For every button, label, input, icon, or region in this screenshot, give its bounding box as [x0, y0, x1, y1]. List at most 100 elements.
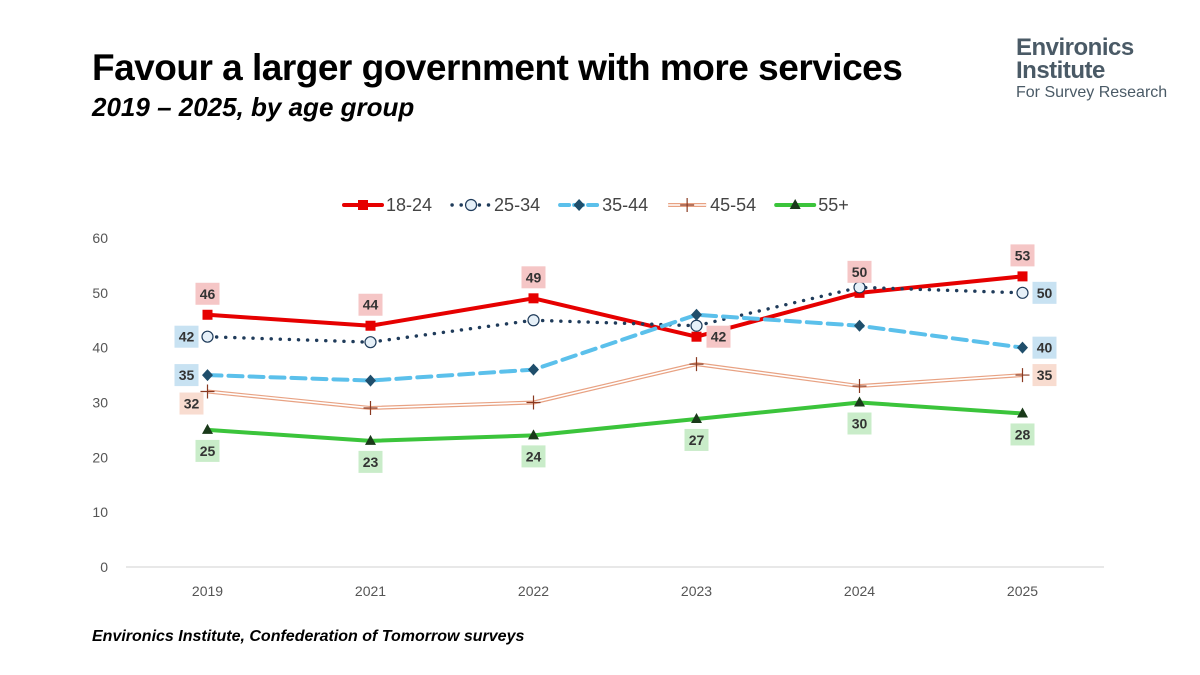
data-label-bg-18-24-2022	[521, 266, 546, 289]
marker-45-54-2022	[526, 395, 541, 410]
data-label-55plus-2025: 28	[1015, 426, 1031, 442]
data-label-35-44-2019: 35	[179, 367, 195, 383]
marker-18-24-2025	[1017, 271, 1028, 282]
marker-55plus-2024	[854, 396, 865, 407]
marker-25-34-2022	[527, 314, 540, 327]
series-line-35-44	[205, 312, 1025, 383]
marker-35-44-2022	[528, 363, 539, 376]
data-label-55plus-2024: 30	[852, 416, 868, 432]
data-label-45-54-2025: 35	[1037, 367, 1053, 383]
marker-25-34-2025	[1016, 286, 1029, 299]
marker-55plus-2023	[691, 412, 702, 423]
data-label-18-24-2025: 53	[1015, 247, 1031, 263]
data-label-18-24-2023: 42	[711, 329, 727, 345]
marker-18-24-2019	[202, 309, 213, 320]
source-note: Environics Institute, Confederation of T…	[92, 628, 525, 645]
data-label-bg-18-24-2021	[358, 293, 383, 316]
series-line-45-54-inner	[207, 363, 1023, 409]
data-label-bg-55plus-2023	[684, 428, 709, 451]
y-tick-label-0: 0	[100, 559, 108, 575]
legend-45-54-label: 45-54	[710, 195, 756, 215]
chart-title: Favour a larger government with more ser…	[92, 47, 903, 88]
environics-logo: Environics Institute For Survey Research	[1016, 36, 1167, 101]
x-tick-label-2021: 2021	[355, 583, 386, 599]
data-label-25-34-2025: 50	[1037, 285, 1053, 301]
y-tick-label-40: 40	[92, 340, 108, 356]
marker-55plus-2025	[1017, 407, 1028, 418]
legend-55plus-label: 55+	[818, 195, 849, 215]
chart-subtitle: 2019 – 2025, by age group	[92, 92, 415, 122]
data-label-bg-55plus-2021	[358, 450, 383, 473]
data-label-bg-25-34-2025	[1032, 281, 1057, 304]
marker-45-54-2019	[200, 384, 215, 399]
marker-18-24-2022	[528, 293, 539, 304]
data-label-bg-18-24-2024	[847, 260, 872, 283]
marker-35-44-2025	[1017, 341, 1028, 354]
y-tick-label-20: 20	[92, 449, 108, 465]
data-label-bg-45-54-2019	[179, 392, 204, 415]
marker-35-44-2023	[691, 308, 702, 321]
data-label-bg-55plus-2025	[1010, 423, 1035, 446]
y-tick-label-50: 50	[92, 285, 108, 301]
y-tick-label-30: 30	[92, 395, 108, 411]
data-label-55plus-2019: 25	[200, 443, 216, 459]
marker-25-34-2019	[201, 330, 214, 343]
x-tick-label-2019: 2019	[192, 583, 223, 599]
legend-25-34-label: 25-34	[494, 195, 540, 215]
logo-line-3: For Survey Research	[1016, 84, 1168, 101]
data-label-55plus-2023: 27	[689, 432, 705, 448]
data-label-18-24-2021: 44	[363, 297, 379, 313]
legend-55plus-marker	[789, 199, 801, 209]
marker-55plus-2021	[365, 434, 376, 445]
legend-25-34-marker	[464, 198, 478, 212]
marker-45-54-2021	[363, 400, 378, 415]
logo-line-2: Institute	[1016, 57, 1105, 84]
data-label-18-24-2022: 49	[526, 269, 542, 285]
marker-35-44-2019	[202, 369, 213, 382]
data-label-bg-18-24-2023	[706, 325, 731, 348]
data-label-35-44-2025: 40	[1037, 340, 1053, 356]
data-label-45-54-2019: 32	[184, 396, 200, 412]
marker-25-34-2021	[364, 336, 377, 349]
data-label-bg-55plus-2024	[847, 412, 872, 435]
data-label-bg-25-34-2019	[174, 325, 199, 348]
series-line-45-54	[207, 362, 1023, 410]
legend-45-54-marker	[680, 198, 695, 212]
x-tick-label-2025: 2025	[1007, 583, 1038, 599]
data-label-18-24-2024: 50	[852, 264, 868, 280]
legend-35-44-marker	[573, 199, 585, 211]
x-tick-label-2022: 2022	[518, 583, 549, 599]
marker-45-54-2023	[689, 357, 704, 372]
series-line-18-24	[205, 274, 1025, 339]
marker-25-34-2023	[690, 319, 703, 332]
marker-18-24-2023	[691, 331, 702, 342]
marker-45-54-2025	[1015, 368, 1030, 383]
marker-35-44-2024	[854, 319, 865, 332]
marker-55plus-2019	[202, 423, 213, 434]
data-label-25-34-2019: 42	[179, 329, 195, 345]
legend-35-44-label: 35-44	[602, 195, 648, 215]
marker-45-54-2024	[852, 379, 867, 394]
data-label-bg-45-54-2025	[1032, 364, 1057, 387]
data-label-55plus-2022: 24	[526, 448, 542, 464]
x-tick-label-2024: 2024	[844, 583, 875, 599]
legend-18-24-label: 18-24	[386, 195, 432, 215]
y-tick-label-60: 60	[92, 230, 108, 246]
data-label-bg-55plus-2022	[521, 445, 546, 468]
data-label-55plus-2021: 23	[363, 454, 379, 470]
marker-55plus-2022	[528, 429, 539, 440]
x-tick-label-2023: 2023	[681, 583, 712, 599]
legend-18-24-marker	[358, 200, 368, 210]
data-label-bg-18-24-2025	[1010, 244, 1035, 267]
data-label-bg-55plus-2019	[195, 439, 220, 462]
marker-35-44-2021	[365, 374, 376, 387]
data-label-bg-18-24-2019	[195, 282, 220, 305]
series-line-25-34	[205, 285, 1025, 344]
y-tick-label-10: 10	[92, 504, 108, 520]
logo-line-1: Environics	[1016, 34, 1134, 61]
marker-18-24-2021	[365, 320, 376, 331]
data-label-bg-35-44-2025	[1032, 336, 1057, 359]
data-label-18-24-2019: 46	[200, 286, 216, 302]
data-label-bg-35-44-2019	[174, 364, 199, 387]
